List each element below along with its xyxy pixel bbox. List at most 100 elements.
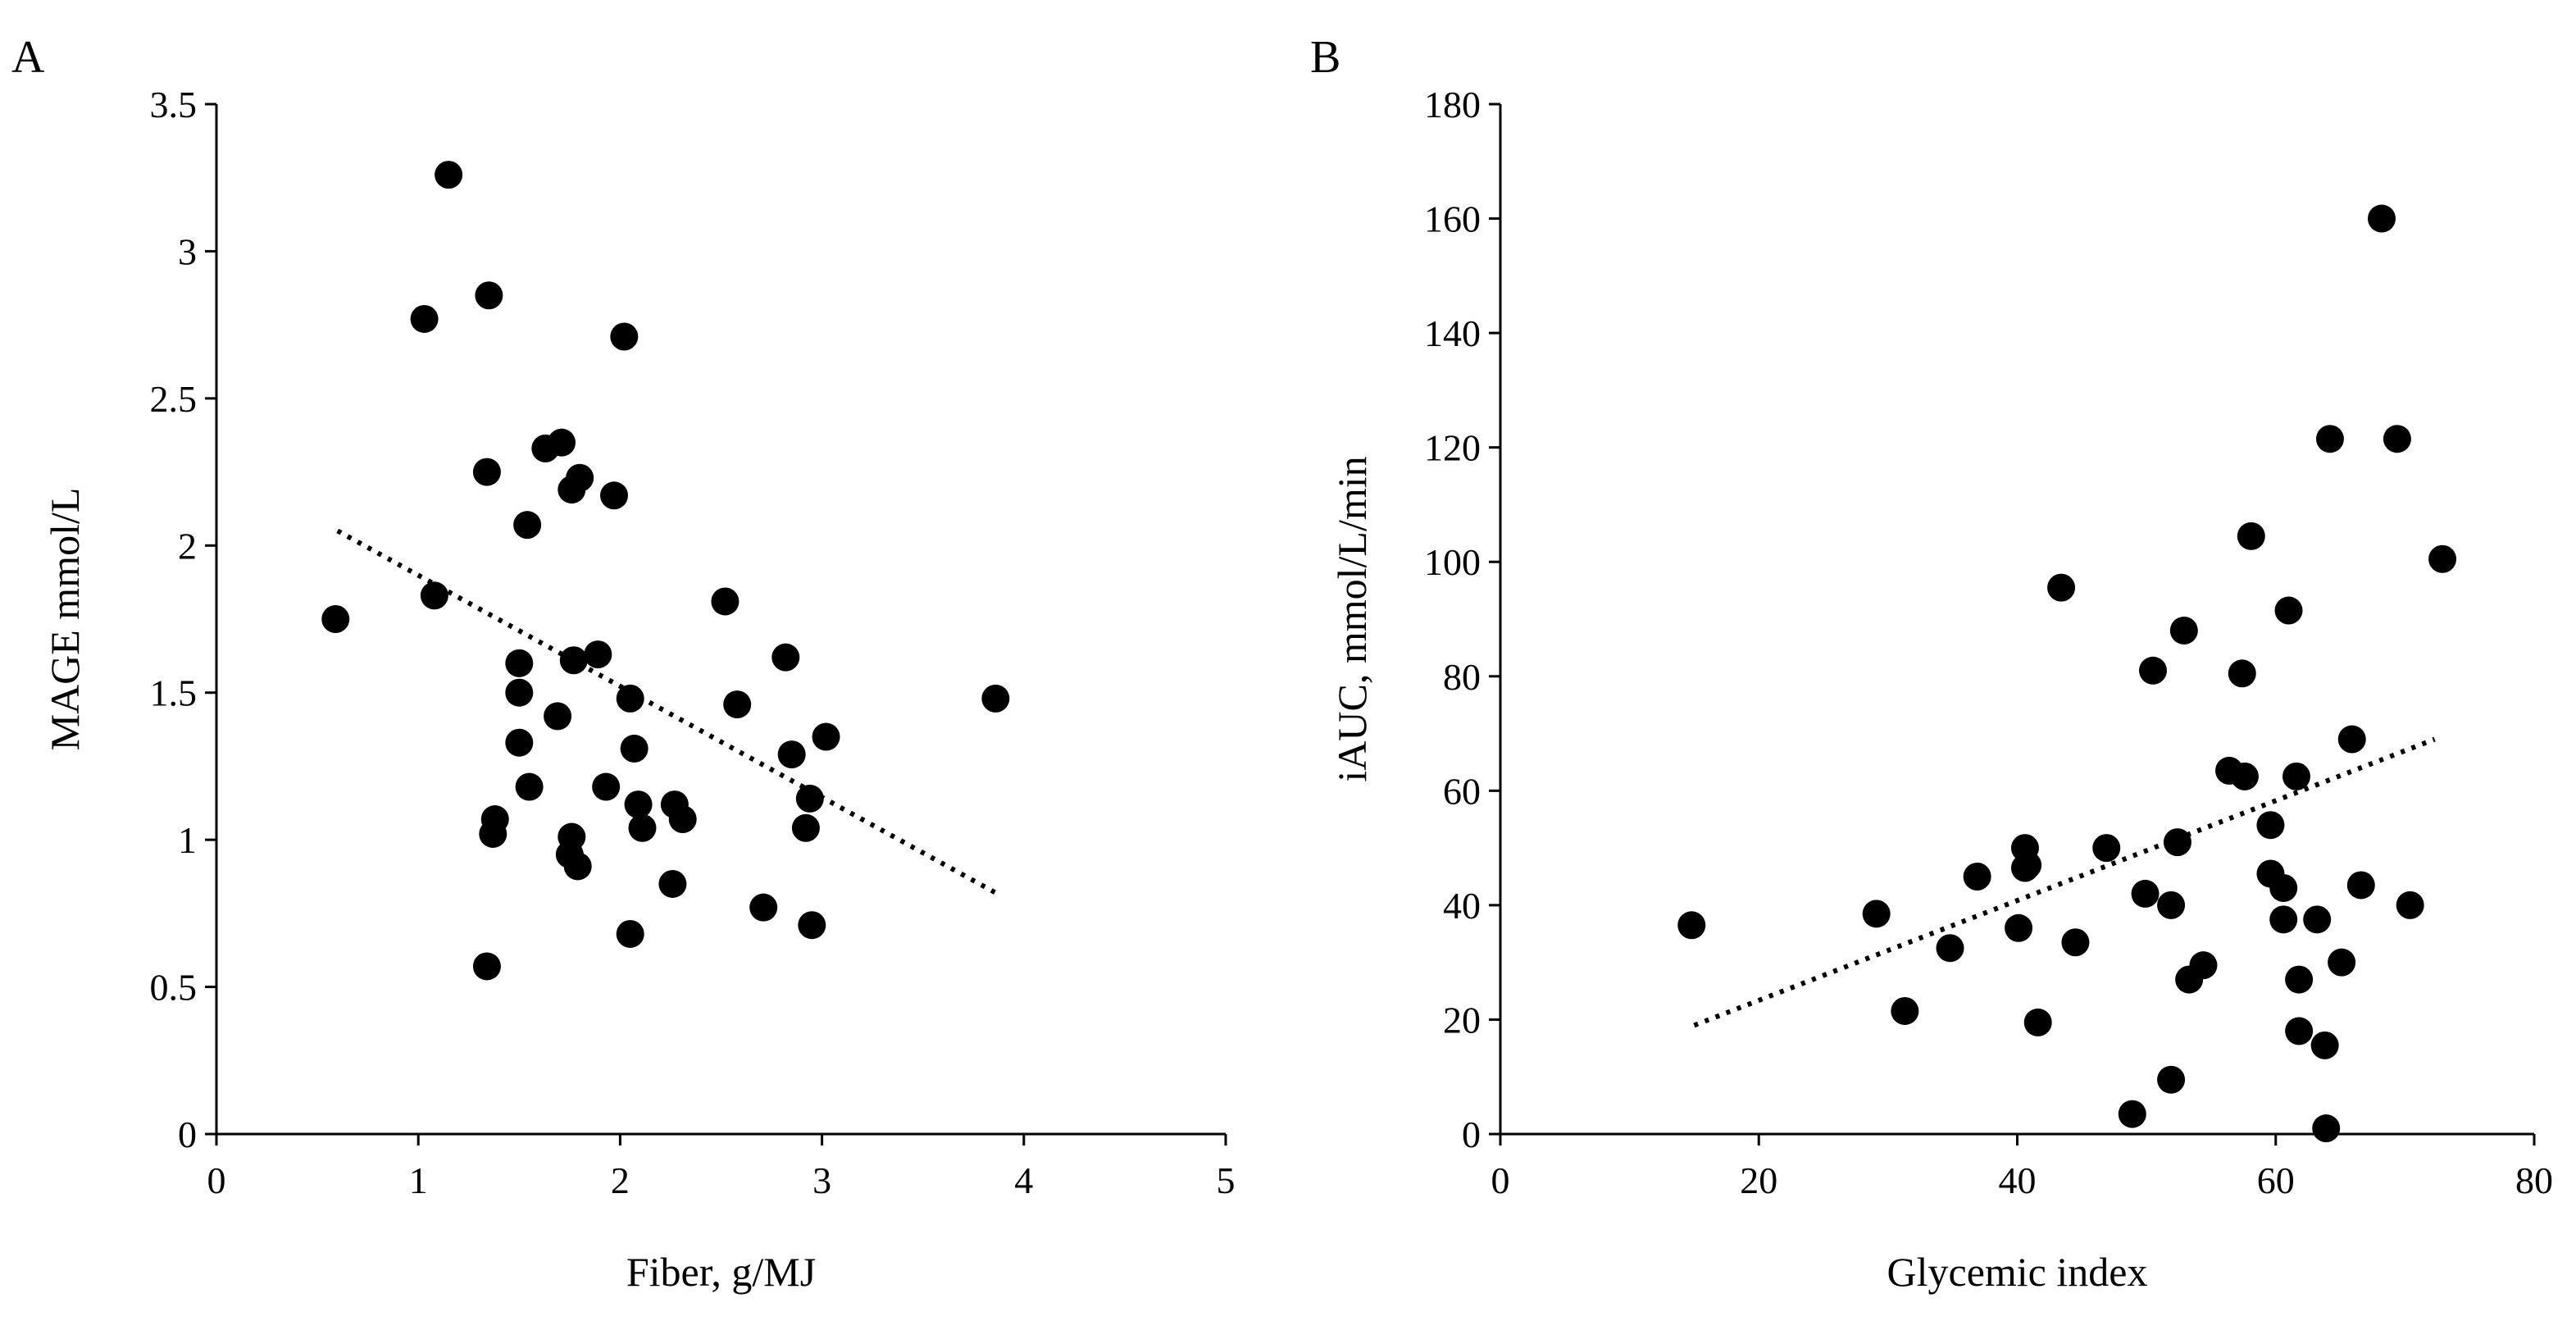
y-axis-title: MAGE mmol/L: [42, 488, 88, 751]
x-tick-label: 40: [1999, 1159, 2037, 1201]
y-tick-label: 0: [1462, 1114, 1481, 1155]
data-point: [2010, 854, 2039, 882]
data-point: [2269, 905, 2298, 934]
data-point: [2023, 1008, 2052, 1036]
data-point: [2005, 913, 2033, 942]
data-point: [798, 911, 826, 940]
data-point: [513, 511, 542, 540]
data-point: [558, 476, 586, 504]
y-tick-label: 2.5: [150, 378, 198, 420]
data-point: [2175, 965, 2204, 994]
chart-a-mage-vs-fiber: A 0 0.5 1 1.5 2 2.5 3 3.5 0 1 2 3 4 5 Fiber, g/MJ MAGE m…: [11, 32, 1236, 1295]
data-point: [777, 740, 806, 769]
data-point: [584, 640, 612, 669]
y-tick-label: 2: [178, 525, 197, 567]
data-point: [559, 646, 588, 675]
x-tick-label: 20: [1740, 1159, 1777, 1201]
x-tick-label: 60: [2257, 1159, 2295, 1201]
data-point: [2428, 544, 2457, 573]
data-point: [2131, 879, 2160, 908]
y-tick-label: 160: [1424, 198, 1481, 240]
data-point: [610, 322, 639, 351]
data-point: [812, 722, 840, 751]
data-point: [2383, 425, 2411, 453]
data-point: [2303, 905, 2332, 934]
y-tick-label: 140: [1424, 312, 1481, 354]
data-point: [2157, 1065, 2186, 1094]
data-point: [2315, 425, 2344, 453]
x-tick-label: 0: [1491, 1159, 1510, 1201]
data-point: [2118, 1100, 2146, 1128]
data-point: [2396, 891, 2424, 919]
x-tick-label: 1: [409, 1159, 428, 1201]
data-point: [1891, 996, 1919, 1025]
data-point: [981, 684, 1010, 713]
data-point: [410, 304, 439, 333]
y-tick-label: 40: [1443, 885, 1481, 927]
data-point: [616, 919, 644, 948]
data-point: [2285, 965, 2314, 994]
data-point: [475, 281, 503, 310]
data-point: [435, 161, 463, 189]
data-point: [2047, 573, 2076, 602]
y-tick-label: 100: [1424, 541, 1481, 583]
data-point: [668, 805, 697, 834]
data-point: [420, 581, 448, 610]
y-tick-label: 3: [178, 230, 197, 272]
x-tick-label: 3: [812, 1159, 831, 1201]
y-tick-label: 180: [1424, 84, 1481, 125]
data-point: [1963, 863, 1991, 891]
data-point: [1677, 911, 1706, 940]
data-point: [2163, 828, 2191, 857]
data-point: [321, 605, 350, 633]
data-point: [2368, 204, 2396, 233]
data-point: [2061, 928, 2090, 957]
y-tick-label: 120: [1424, 427, 1481, 469]
data-point: [711, 587, 740, 616]
x-tick-label: 80: [2515, 1159, 2553, 1201]
x-tick-label: 2: [611, 1159, 630, 1201]
data-point: [2092, 834, 2121, 863]
y-tick-label: 0.5: [150, 967, 198, 1009]
data-point: [2237, 522, 2265, 550]
data-point: [2337, 725, 2366, 754]
data-point: [2346, 871, 2375, 900]
data-point: [2312, 1114, 2341, 1143]
x-tick-label: 5: [1217, 1159, 1236, 1201]
data-point: [600, 481, 629, 510]
data-point: [2328, 948, 2356, 977]
data-point: [723, 690, 752, 719]
x-axis-title: Glycemic index: [1887, 1249, 2148, 1295]
data-point: [2256, 811, 2285, 840]
data-point: [2282, 762, 2310, 790]
data-point: [472, 458, 501, 486]
data-point: [563, 852, 592, 881]
y-tick-label: 1: [178, 819, 197, 861]
data-point: [628, 813, 657, 842]
y-tick-label: 0: [178, 1114, 197, 1155]
y-tick-label: 60: [1443, 770, 1481, 812]
data-point: [2269, 873, 2298, 902]
data-point: [548, 428, 576, 457]
data-point: [620, 734, 649, 763]
data-point: [472, 952, 501, 981]
data-point: [2230, 762, 2259, 790]
data-point: [2157, 891, 2186, 919]
data-point: [544, 702, 572, 731]
data-point: [624, 790, 653, 819]
chart-b-iauc-vs-glycemic-index: B 0 20 40 60 80 100 120 140 160 180 0 20 40 60 80 Glycem…: [1310, 32, 2553, 1295]
data-point: [1862, 900, 1891, 928]
data-point: [2139, 656, 2168, 685]
x-tick-label: 0: [207, 1159, 226, 1201]
y-tick-label: 1.5: [150, 672, 198, 714]
data-point: [616, 684, 644, 713]
data-point: [658, 869, 687, 898]
data-point: [505, 728, 534, 757]
data-point: [2285, 1017, 2314, 1045]
x-axis-title: Fiber, g/MJ: [626, 1249, 816, 1295]
data-point: [2228, 659, 2256, 688]
data-point: [1936, 934, 1964, 963]
data-point: [2274, 596, 2303, 625]
y-axis-title: iAUC, mmol/L/min: [1329, 456, 1375, 781]
